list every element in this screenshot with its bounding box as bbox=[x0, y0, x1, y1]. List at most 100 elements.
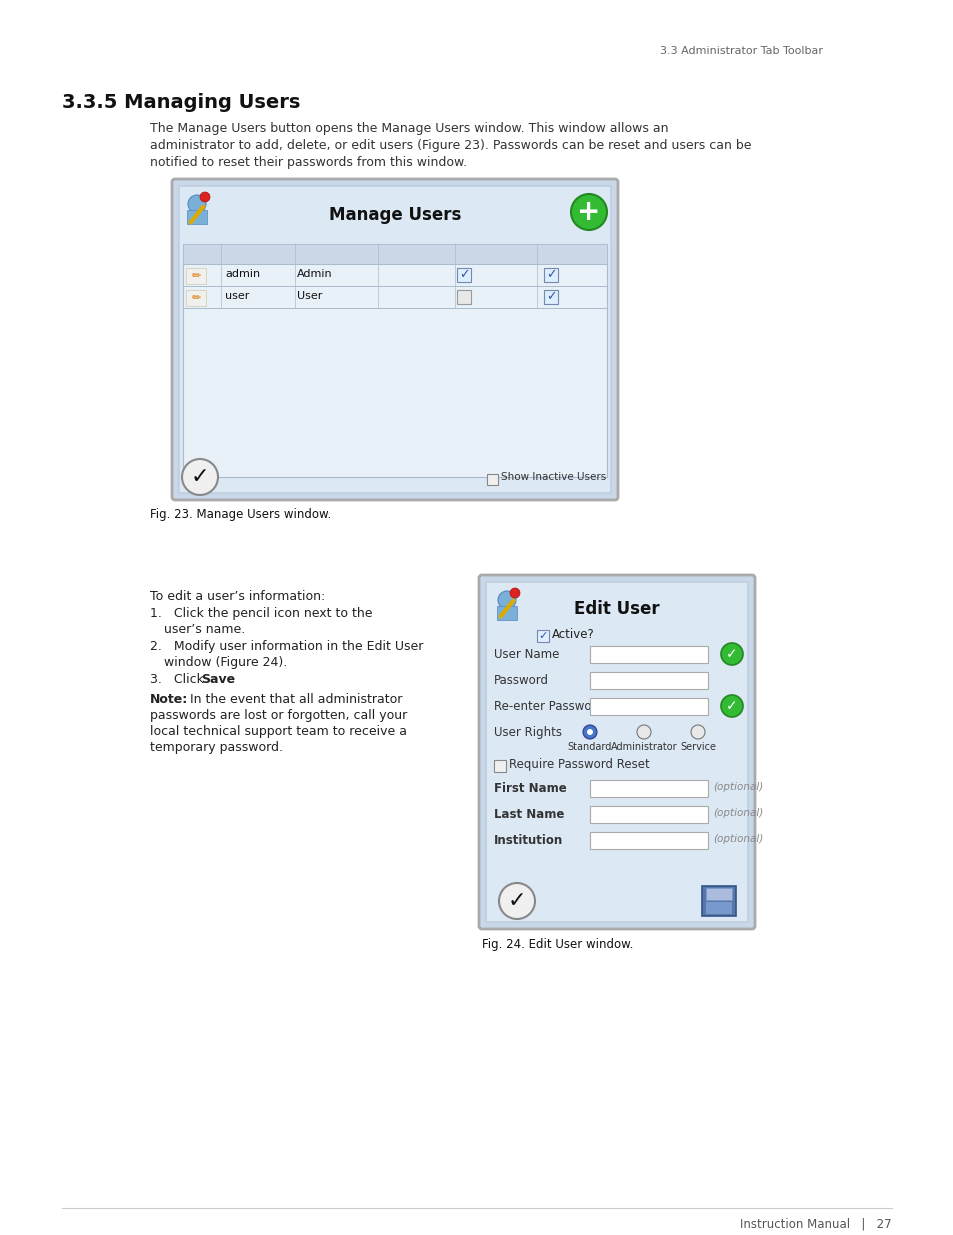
Text: ✏: ✏ bbox=[192, 293, 200, 303]
FancyBboxPatch shape bbox=[485, 582, 747, 923]
Text: ✓: ✓ bbox=[507, 890, 526, 911]
Text: Edit User: Edit User bbox=[574, 600, 659, 618]
Text: User: User bbox=[296, 291, 322, 301]
Bar bbox=[183, 245, 606, 264]
Text: Active?: Active? bbox=[552, 629, 594, 641]
Text: administrator to add, delete, or edit users (Figure 23). Passwords can be reset : administrator to add, delete, or edit us… bbox=[150, 140, 751, 152]
Text: Institution: Institution bbox=[494, 834, 562, 847]
Text: User: User bbox=[593, 782, 619, 795]
Text: local technical support team to receive a: local technical support team to receive … bbox=[150, 725, 407, 739]
Bar bbox=[589, 781, 707, 797]
Text: Show Inactive Users: Show Inactive Users bbox=[500, 472, 605, 482]
Text: Re-enter Password: Re-enter Password bbox=[494, 700, 603, 713]
Text: notified to reset their passwords from this window.: notified to reset their passwords from t… bbox=[150, 156, 467, 169]
Bar bbox=[186, 268, 206, 284]
Bar bbox=[537, 630, 548, 642]
Bar bbox=[589, 806, 707, 823]
Text: Administrator: Administrator bbox=[457, 248, 529, 258]
Text: User Name: User Name bbox=[225, 248, 282, 258]
Circle shape bbox=[200, 191, 210, 203]
Text: In the event that all administrator: In the event that all administrator bbox=[186, 693, 402, 706]
Text: 2.   Modify user information in the Edit User: 2. Modify user information in the Edit U… bbox=[150, 640, 423, 653]
Text: Manage Users: Manage Users bbox=[329, 206, 460, 224]
FancyBboxPatch shape bbox=[478, 576, 754, 929]
Text: window (Figure 24).: window (Figure 24). bbox=[164, 656, 287, 669]
Circle shape bbox=[510, 588, 519, 598]
Text: passwords are lost or forgotten, call your: passwords are lost or forgotten, call yo… bbox=[150, 709, 407, 722]
Text: Last Name: Last Name bbox=[379, 248, 436, 258]
Text: temporary password.: temporary password. bbox=[150, 741, 283, 755]
Text: Fig. 24. Edit User window.: Fig. 24. Edit User window. bbox=[481, 939, 633, 951]
Text: Instruction Manual   |   27: Instruction Manual | 27 bbox=[740, 1218, 891, 1231]
Text: ✏: ✏ bbox=[192, 270, 200, 282]
Text: Password: Password bbox=[494, 674, 548, 687]
Bar bbox=[705, 902, 731, 914]
Bar bbox=[183, 245, 606, 477]
Text: +: + bbox=[577, 198, 600, 226]
Text: (optional): (optional) bbox=[712, 808, 762, 818]
Text: ✓: ✓ bbox=[458, 268, 469, 282]
FancyBboxPatch shape bbox=[179, 186, 610, 493]
Bar bbox=[589, 672, 707, 689]
Circle shape bbox=[182, 459, 218, 495]
Text: ✓: ✓ bbox=[191, 467, 209, 487]
Text: Last Name: Last Name bbox=[494, 808, 564, 821]
Text: Service: Service bbox=[679, 742, 716, 752]
Bar bbox=[589, 832, 707, 848]
Bar bbox=[486, 474, 497, 485]
Text: ✓: ✓ bbox=[545, 268, 556, 282]
Circle shape bbox=[720, 695, 742, 718]
Bar bbox=[543, 268, 558, 282]
Text: Require Password Reset: Require Password Reset bbox=[509, 758, 649, 771]
Circle shape bbox=[586, 729, 593, 735]
Text: 3.3.5 Managing Users: 3.3.5 Managing Users bbox=[62, 93, 300, 112]
Text: user: user bbox=[225, 291, 249, 301]
Bar bbox=[589, 646, 707, 663]
Text: user: user bbox=[593, 648, 618, 661]
Text: First Name: First Name bbox=[296, 248, 353, 258]
Bar bbox=[497, 606, 517, 620]
Bar bbox=[187, 210, 207, 224]
Text: ✓: ✓ bbox=[537, 631, 547, 641]
Text: .: . bbox=[228, 673, 232, 685]
Circle shape bbox=[498, 883, 535, 919]
Circle shape bbox=[690, 725, 704, 739]
Text: Fig. 23. Manage Users window.: Fig. 23. Manage Users window. bbox=[150, 508, 331, 521]
Text: Standard: Standard bbox=[567, 742, 612, 752]
Bar bbox=[705, 888, 731, 900]
Text: To edit a user’s information:: To edit a user’s information: bbox=[150, 590, 325, 603]
Text: (optional): (optional) bbox=[712, 834, 762, 844]
FancyBboxPatch shape bbox=[172, 179, 618, 500]
Text: user’s name.: user’s name. bbox=[164, 622, 245, 636]
Text: 1.   Click the pencil icon next to the: 1. Click the pencil icon next to the bbox=[150, 606, 372, 620]
Circle shape bbox=[497, 592, 516, 609]
Text: User Name: User Name bbox=[494, 648, 558, 661]
Text: The Manage Users button opens the Manage Users window. This window allows an: The Manage Users button opens the Manage… bbox=[150, 122, 668, 135]
Text: Administrator: Administrator bbox=[610, 742, 677, 752]
Text: ✓: ✓ bbox=[545, 290, 556, 304]
Text: ✓: ✓ bbox=[725, 647, 737, 661]
Circle shape bbox=[188, 195, 206, 212]
Text: (optional): (optional) bbox=[712, 782, 762, 792]
Text: Admin: Admin bbox=[296, 269, 333, 279]
Text: Active?: Active? bbox=[544, 248, 582, 258]
Text: User Rights: User Rights bbox=[494, 726, 561, 739]
Bar bbox=[494, 760, 505, 772]
Bar bbox=[701, 885, 735, 916]
Text: Save: Save bbox=[201, 673, 234, 685]
Text: First Name: First Name bbox=[494, 782, 566, 795]
Text: 3.3 Administrator Tab Toolbar: 3.3 Administrator Tab Toolbar bbox=[659, 46, 822, 56]
Text: Note:: Note: bbox=[150, 693, 188, 706]
Text: admin: admin bbox=[225, 269, 260, 279]
Text: ✓: ✓ bbox=[725, 699, 737, 713]
Circle shape bbox=[720, 643, 742, 664]
Circle shape bbox=[571, 194, 606, 230]
Bar bbox=[186, 290, 206, 306]
Bar bbox=[456, 268, 471, 282]
Text: 3.   Click: 3. Click bbox=[150, 673, 208, 685]
Bar bbox=[543, 290, 558, 304]
Circle shape bbox=[582, 725, 597, 739]
Bar bbox=[456, 290, 471, 304]
Bar bbox=[589, 698, 707, 715]
Circle shape bbox=[637, 725, 650, 739]
